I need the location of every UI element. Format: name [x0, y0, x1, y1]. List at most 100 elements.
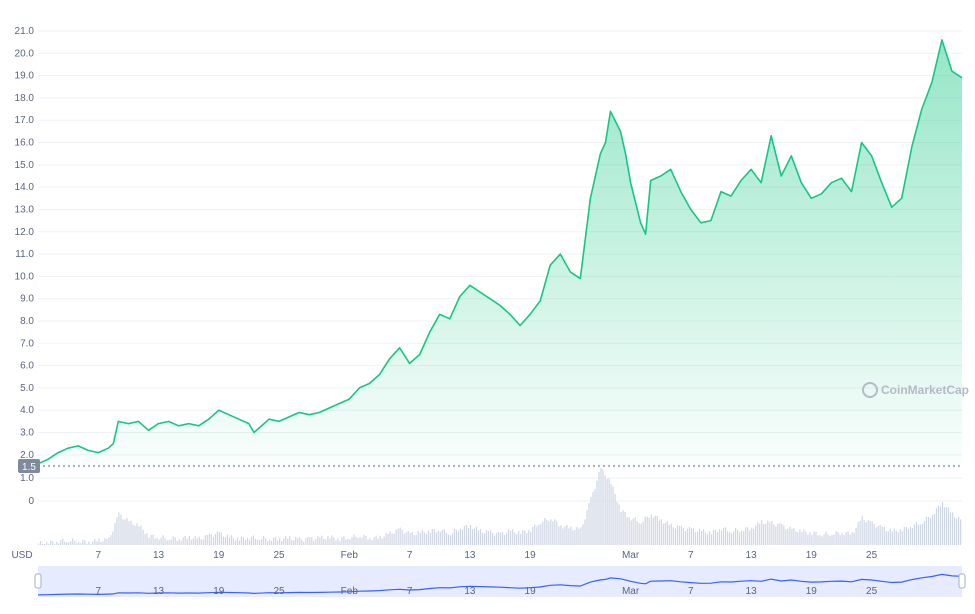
volume-bar — [228, 537, 230, 545]
volume-bar — [441, 530, 443, 545]
volume-bar — [80, 543, 82, 545]
volume-bar — [407, 531, 409, 545]
volume-bar — [369, 538, 371, 545]
volume-bar — [702, 529, 705, 545]
volume-bar — [353, 534, 355, 545]
navigator-tick-label: 25 — [273, 586, 285, 597]
volume-bar — [479, 529, 482, 545]
volume-bar — [279, 538, 281, 545]
volume-bar — [783, 525, 785, 545]
volume-bar — [622, 510, 624, 545]
volume-bar — [405, 532, 407, 545]
volume-bar — [254, 538, 257, 545]
volume-bar — [755, 525, 757, 545]
volume-bar — [688, 527, 690, 545]
volume-bar — [803, 529, 805, 545]
volume-bar — [586, 509, 588, 545]
volume-bar — [678, 526, 680, 545]
volume-bar — [126, 518, 128, 545]
volume-bar — [287, 538, 289, 545]
volume-bar — [698, 528, 701, 545]
volume-bar — [90, 543, 92, 545]
volume-bar — [281, 541, 283, 545]
volume-bar — [506, 533, 508, 545]
volume-bar — [837, 532, 839, 545]
volume-bar — [74, 540, 76, 545]
volume-bar — [327, 536, 329, 545]
volume-bar — [594, 488, 596, 545]
volume-bar — [132, 524, 134, 545]
volume-bar — [578, 528, 580, 545]
volume-bar — [919, 524, 921, 545]
volume-bar — [56, 541, 58, 545]
volume-bar — [568, 528, 570, 545]
volume-bar — [843, 535, 845, 545]
volume-bar — [548, 521, 550, 545]
volume-bar — [439, 531, 441, 545]
volume-bar — [694, 532, 696, 545]
navigator-handle-left[interactable] — [34, 573, 42, 589]
volume-bar — [596, 480, 598, 545]
volume-bar — [807, 534, 809, 545]
volume-bar — [76, 543, 78, 545]
volume-bar — [152, 534, 154, 545]
volume-bar — [654, 515, 656, 545]
volume-bar — [256, 539, 259, 545]
y-tick-label: 11.0 — [15, 249, 34, 260]
volume-bar — [863, 520, 865, 545]
volume-bar — [341, 537, 343, 545]
volume-bar — [222, 536, 224, 545]
volume-bar — [250, 536, 253, 545]
volume-bar — [273, 537, 275, 545]
volume-bar — [839, 535, 841, 545]
volume-bar — [315, 539, 317, 545]
volume-bar — [935, 508, 938, 545]
volume-bar — [492, 533, 494, 545]
volume-bar — [156, 538, 158, 545]
volume-bar — [54, 544, 56, 545]
volume-bar — [285, 536, 287, 545]
volume-bar — [496, 533, 498, 545]
volume-bar — [453, 529, 455, 545]
volume-bar — [767, 520, 769, 545]
volume-bar — [267, 541, 269, 545]
volume-bar — [510, 530, 512, 545]
volume-bar — [471, 529, 474, 545]
volume-bar — [42, 543, 44, 545]
volume-bar — [246, 538, 249, 545]
y-tick-label: 7.0 — [20, 338, 34, 349]
volume-bar — [64, 542, 66, 545]
volume-bar — [238, 540, 241, 545]
volume-bar — [303, 541, 305, 545]
volume-bar — [672, 527, 674, 545]
navigator-handle-right[interactable] — [958, 573, 966, 589]
volume-bar — [427, 530, 429, 545]
volume-bar — [576, 526, 578, 545]
volume-bar — [556, 521, 558, 545]
volume-bar — [391, 533, 393, 545]
volume-bar — [757, 522, 759, 545]
volume-bar — [186, 538, 188, 545]
volume-bar — [676, 525, 678, 545]
volume-bar — [572, 530, 574, 545]
volume-bar — [550, 519, 552, 545]
volume-bar — [825, 531, 827, 545]
volume-bar — [66, 542, 68, 545]
volume-bar — [277, 540, 279, 545]
volume-bar — [289, 536, 291, 545]
volume-bar — [323, 538, 325, 545]
volume-bar — [775, 526, 777, 545]
volume-bar — [483, 533, 486, 545]
volume-bar — [753, 529, 755, 545]
volume-bar — [44, 544, 46, 545]
volume-bar — [275, 537, 277, 545]
y-axis: 21.0 20.0 19.0 18.0 17.0 16.0 15.0 14.0 13.0 12.0… — [15, 26, 35, 507]
volume-bar — [606, 478, 608, 545]
volume-bar — [542, 521, 544, 545]
volume-bar — [461, 529, 463, 545]
volume-bar — [634, 517, 636, 545]
navigator[interactable]: 7 13 19 25 Feb 7 13 19 Mar 7 13 19 25 — [34, 566, 966, 597]
volume-bar — [829, 535, 831, 545]
volume-bar — [311, 537, 313, 545]
